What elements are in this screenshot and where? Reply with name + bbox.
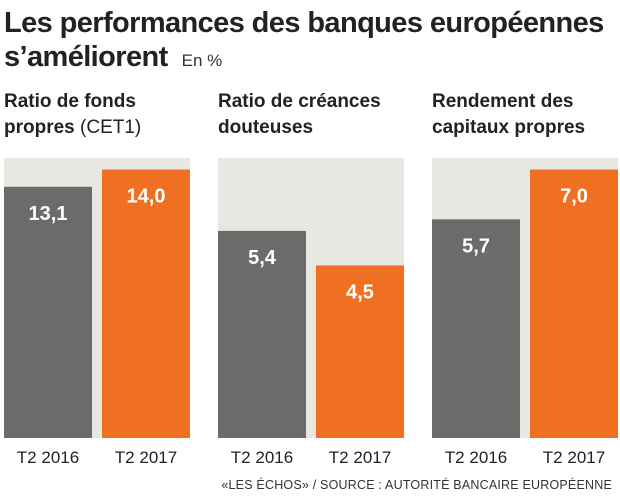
bar-3-t2-2017	[530, 169, 618, 439]
panel-title-1-unit: (CET1)	[80, 117, 142, 138]
panel-title-3: Rendement des capitaux propres	[432, 91, 586, 138]
bar-3-t2-2016	[432, 219, 520, 438]
bar-2-t2-2016	[218, 230, 306, 438]
category-label: T2 2016	[231, 448, 293, 467]
source-footer: «LES ÉCHOS» / SOURCE : AUTORITÉ BANCAIRE…	[221, 478, 612, 492]
panel-title-1-text: Ratio de fonds propres	[4, 91, 136, 138]
category-label: T2 2016	[445, 448, 507, 467]
bar-value-label: 7,0	[560, 186, 588, 208]
bar-1-t2-2016	[4, 186, 92, 438]
bar-1-t2-2017	[102, 169, 190, 439]
category-label: T2 2017	[115, 448, 177, 467]
category-label: T2 2016	[17, 448, 79, 467]
bar-value-label: 13,1	[29, 203, 68, 225]
category-label: T2 2017	[329, 448, 391, 467]
bar-value-label: 4,5	[346, 281, 374, 303]
subtitle: En %	[181, 51, 223, 70]
title-text: Les performances des banques européennes…	[4, 7, 604, 73]
panel-title-2: Ratio de créances douteuses	[218, 91, 381, 138]
bar-value-label: 5,7	[462, 235, 490, 257]
bar-value-label: 5,4	[248, 247, 277, 269]
category-label: T2 2017	[543, 448, 605, 467]
bar-value-label: 14,0	[127, 186, 166, 208]
panel-title-1: Ratio de fonds propres (CET1)	[4, 89, 204, 141]
chart-title: Les performances des banques européennes…	[4, 6, 616, 78]
bar-2-t2-2017	[316, 265, 404, 438]
